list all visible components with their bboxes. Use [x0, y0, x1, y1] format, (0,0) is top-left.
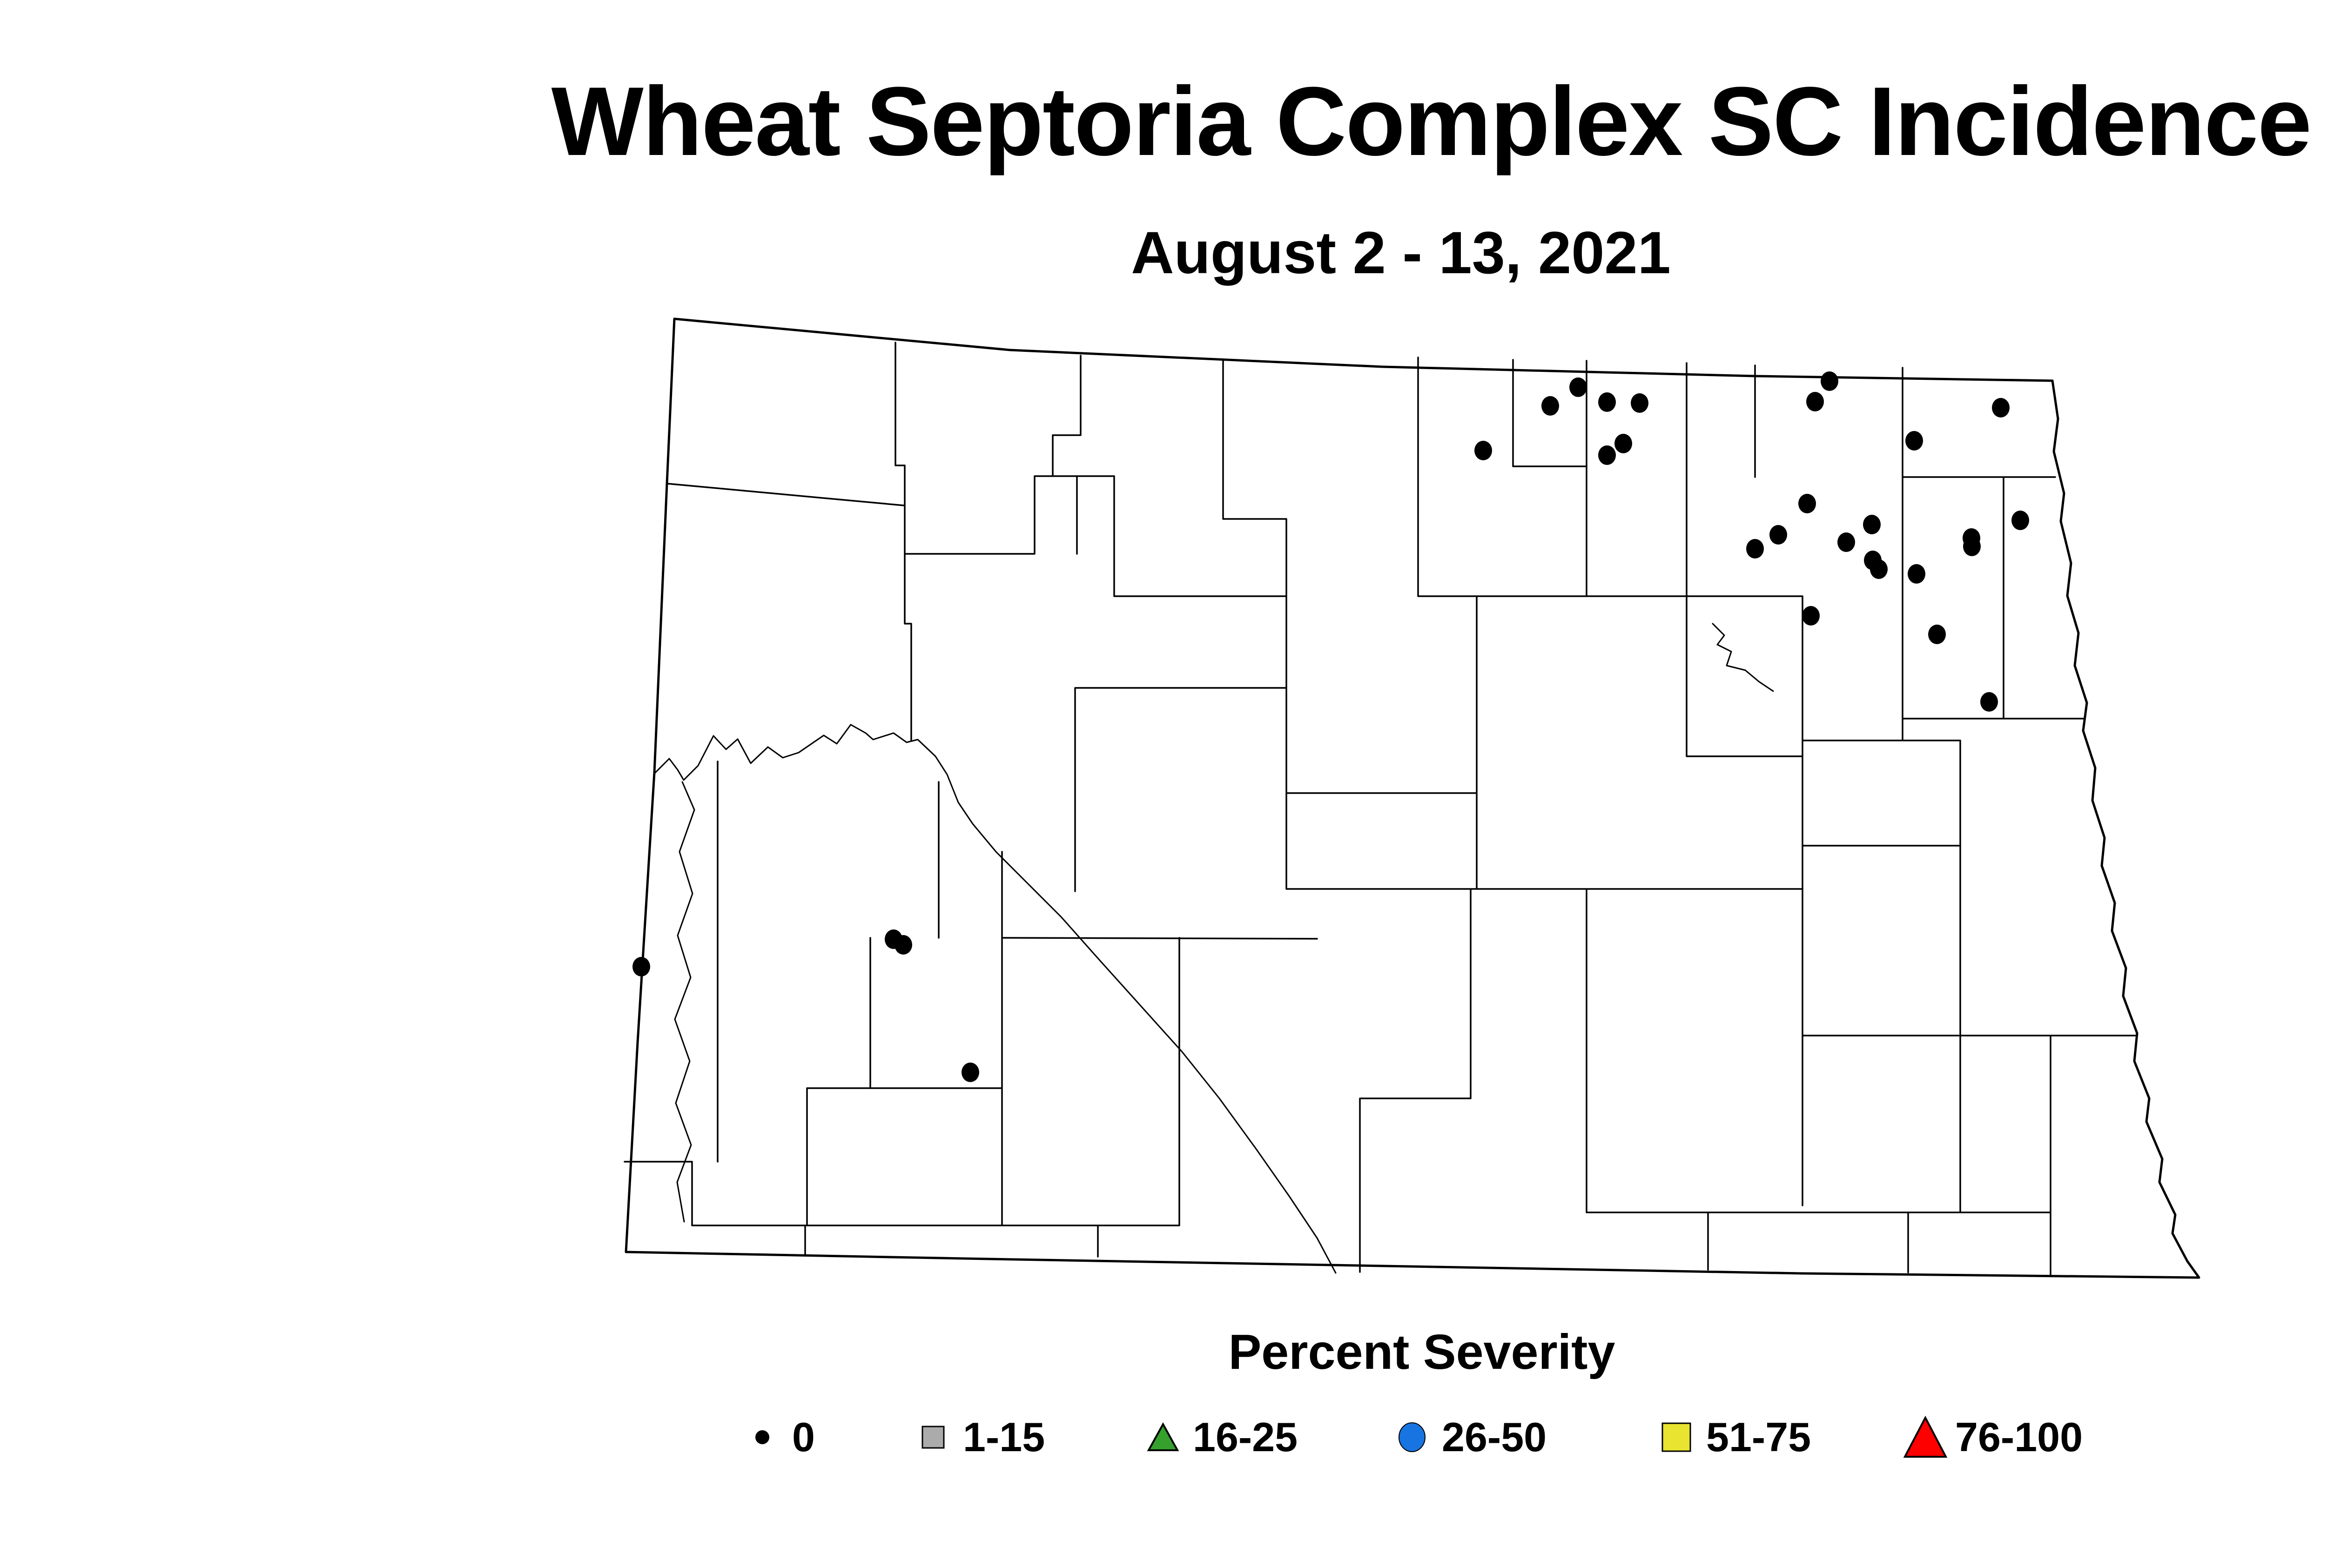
severity-51-75-square-icon — [1661, 1422, 1691, 1452]
data-point — [1837, 532, 1855, 552]
data-point — [1908, 564, 1925, 584]
data-point — [1769, 525, 1787, 545]
data-point — [1928, 625, 1946, 644]
severity-26-50-circle-icon — [1399, 1422, 1426, 1452]
data-point — [1821, 371, 1838, 391]
data-point — [2011, 511, 2029, 530]
legend-item-label: 16-25 — [1193, 1414, 1298, 1460]
data-point — [1631, 393, 1648, 413]
data-point — [1802, 606, 1820, 626]
legend-item-label: 26-50 — [1442, 1414, 1547, 1460]
data-point — [632, 957, 650, 976]
data-point — [1992, 398, 2010, 417]
legend-title: Percent Severity — [1228, 1325, 1615, 1380]
chart-subtitle: August 2 - 13, 2021 — [1131, 220, 1671, 286]
data-point — [1980, 692, 1998, 712]
data-point — [1798, 494, 1816, 513]
state-outline — [625, 317, 2200, 1279]
legend-item-label: 1-15 — [963, 1414, 1045, 1460]
data-point — [1569, 377, 1587, 397]
legend-item-label: 0 — [792, 1414, 815, 1460]
legend-item-label: 76-100 — [1955, 1414, 2083, 1460]
legend-item-0: 0 — [730, 1391, 815, 1484]
devils-lake-shore-line — [1712, 623, 1774, 692]
little-missouri-river-line — [674, 781, 695, 1223]
legend-item-16-25: 16-25 — [1130, 1391, 1298, 1484]
chart-title: Wheat Septoria Complex SC Incidence — [551, 67, 2312, 176]
severity-0-dot-icon — [755, 1430, 769, 1444]
data-point — [1541, 396, 1559, 416]
severity-1-15-square-icon — [921, 1426, 945, 1449]
data-point — [894, 935, 912, 955]
data-point — [1863, 515, 1881, 534]
county-boundaries — [624, 342, 2137, 1276]
legend-item-1-15: 1-15 — [901, 1391, 1045, 1484]
data-point — [1474, 441, 1492, 460]
data-point — [1746, 539, 1764, 559]
legend-item-26-50: 26-50 — [1379, 1391, 1547, 1484]
data-point — [1598, 392, 1616, 412]
severity-76-100-triangle-icon — [1903, 1415, 1948, 1458]
legend-item-76-100: 76-100 — [1893, 1391, 2083, 1484]
missouri-river-line — [653, 724, 1337, 1274]
data-point — [1870, 559, 1888, 579]
data-point — [1963, 537, 1981, 556]
legend-item-51-75: 51-75 — [1644, 1391, 1811, 1484]
data-point — [1614, 434, 1632, 453]
incidence-points — [632, 371, 2029, 1082]
data-point — [962, 1063, 979, 1082]
data-point — [1806, 392, 1824, 411]
north-dakota-county-map — [624, 317, 2200, 1279]
data-point — [1598, 445, 1616, 465]
severity-16-25-triangle-icon — [1147, 1422, 1179, 1451]
data-point — [1905, 431, 1923, 451]
legend-item-label: 51-75 — [1706, 1414, 1811, 1460]
